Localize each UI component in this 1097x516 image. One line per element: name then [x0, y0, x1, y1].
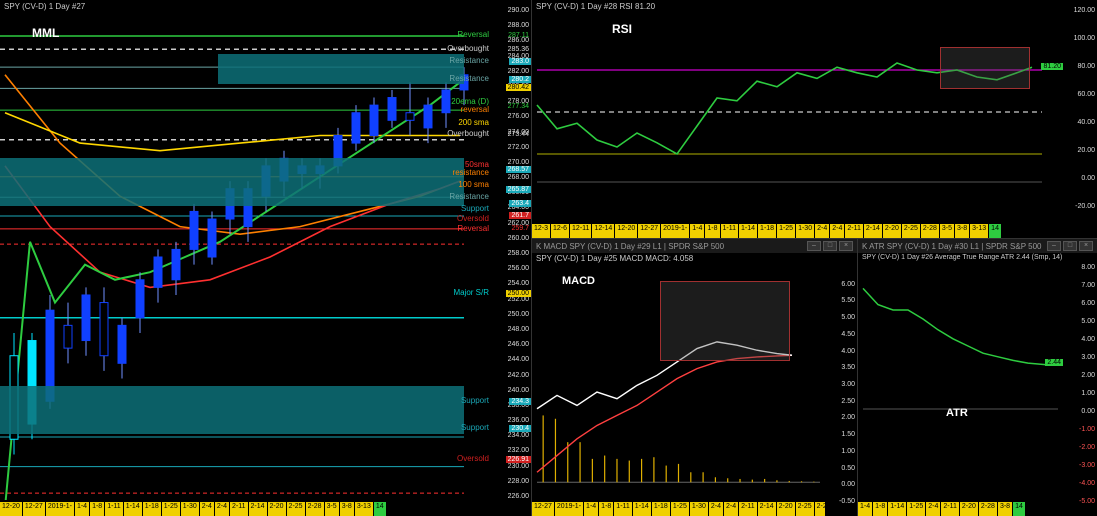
atr-subheader: SPY (CV-D) 1 Day #26 Average True Range … [858, 252, 1066, 263]
trading-dashboard: SPY (CV-D) 1 Day #27 MML ReversalOverbou… [0, 0, 1097, 516]
rsi-value-badge: 81.20 [1041, 63, 1063, 70]
macd-panel[interactable]: K MACD SPY (CV-D) 1 Day #29 L1 | SPDR S&… [532, 239, 858, 516]
atr-chart-svg [858, 253, 1068, 513]
atr-y-axis: 8.007.006.005.004.003.002.001.000.00-1.0… [1065, 255, 1097, 500]
macd-window-controls: – □ × [807, 241, 853, 251]
macd-y-axis: 6.005.505.004.504.003.503.002.502.001.50… [825, 255, 857, 500]
rsi-highlight-box [940, 47, 1030, 89]
close-icon[interactable]: × [1079, 241, 1093, 251]
maximize-icon[interactable]: □ [1063, 241, 1077, 251]
minimize-icon[interactable]: – [1047, 241, 1061, 251]
rsi-header: SPY (CV-D) 1 Day #28 RSI 81.20 [532, 0, 659, 13]
atr-x-axis: 1-41-81-141-252-42-112-202-283-814 [858, 502, 1065, 516]
macd-title: MACD [562, 275, 595, 287]
maximize-icon[interactable]: □ [823, 241, 837, 251]
macd-titlebar-text: K MACD SPY (CV-D) 1 Day #29 L1 | SPDR S&… [536, 242, 724, 251]
atr-value-badge: 2.44 [1045, 359, 1063, 366]
atr-titlebar-text: K ATR SPY (CV-D) 1 Day #30 L1 | SPDR S&P… [862, 242, 1042, 251]
right-column: SPY (CV-D) 1 Day #28 RSI 81.20 RSI 120.0… [532, 0, 1097, 516]
atr-panel[interactable]: K ATR SPY (CV-D) 1 Day #30 L1 | SPDR S&P… [858, 239, 1097, 516]
minimize-icon[interactable]: – [807, 241, 821, 251]
mml-title: MML [32, 26, 59, 40]
mml-panel[interactable]: SPY (CV-D) 1 Day #27 MML ReversalOverbou… [0, 0, 532, 516]
mml-x-axis: 12-2012-272019-1-1-41-81-111-141-181-251… [0, 502, 499, 516]
atr-window-controls: – □ × [1047, 241, 1093, 251]
atr-title: ATR [946, 407, 968, 419]
rsi-title: RSI [612, 22, 632, 36]
macd-subheader: SPY (CV-D) 1 Day #25 MACD MACD: 4.058 [532, 252, 697, 265]
rsi-x-axis: 12-312-612-1112-1412-2012-272019-1-1-41-… [532, 224, 1065, 238]
rsi-y-axis: 120.00100.0080.0060.0040.0020.000.00-20.… [1065, 10, 1097, 222]
macd-x-axis: 12-272019-1-1-41-81-111-141-181-251-302-… [532, 502, 825, 516]
close-icon[interactable]: × [839, 241, 853, 251]
atr-titlebar: K ATR SPY (CV-D) 1 Day #30 L1 | SPDR S&P… [858, 239, 1097, 253]
mml-header: SPY (CV-D) 1 Day #27 [0, 0, 89, 13]
macd-titlebar: K MACD SPY (CV-D) 1 Day #29 L1 | SPDR S&… [532, 239, 857, 253]
macd-highlight-box [660, 281, 790, 361]
rsi-panel[interactable]: SPY (CV-D) 1 Day #28 RSI 81.20 RSI 120.0… [532, 0, 1097, 239]
